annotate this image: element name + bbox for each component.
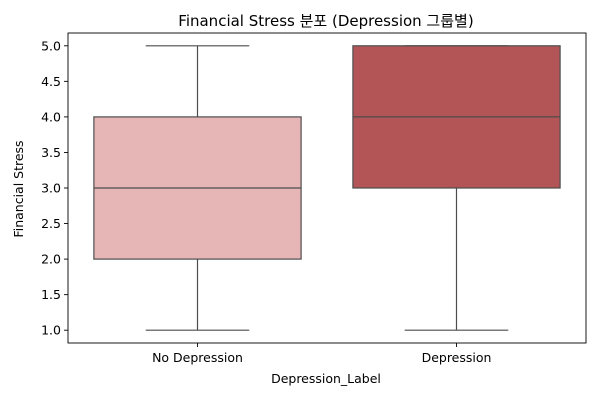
- y-tick-label: 4.5: [41, 74, 61, 89]
- y-tick-label: 3.5: [41, 145, 61, 160]
- x-tick-label: No Depression: [152, 350, 243, 365]
- y-tick-label: 1.5: [41, 287, 61, 302]
- y-tick-label: 2.5: [41, 216, 61, 231]
- y-tick-label: 3.0: [41, 181, 61, 196]
- y-axis-title: Financial Stress: [11, 140, 26, 237]
- box-depression: [352, 45, 561, 331]
- x-axis-ticks: No Depression Depression: [152, 343, 491, 365]
- box-no-depression: [93, 45, 302, 331]
- y-tick-label: 2.0: [41, 252, 61, 267]
- x-axis-title: Depression_Label: [271, 371, 381, 386]
- x-tick-label: Depression: [422, 350, 492, 365]
- y-tick-label: 4.0: [41, 109, 61, 124]
- chart-title: Financial Stress 분포 (Depression 그룹별): [178, 12, 473, 30]
- boxes-group: [93, 45, 561, 331]
- y-axis-ticks: 1.0 1.5 2.0 2.5 3.0 3.5 4.0 4.5 5.0: [41, 38, 68, 338]
- y-tick-label: 1.0: [41, 323, 61, 338]
- y-tick-label: 5.0: [41, 38, 61, 53]
